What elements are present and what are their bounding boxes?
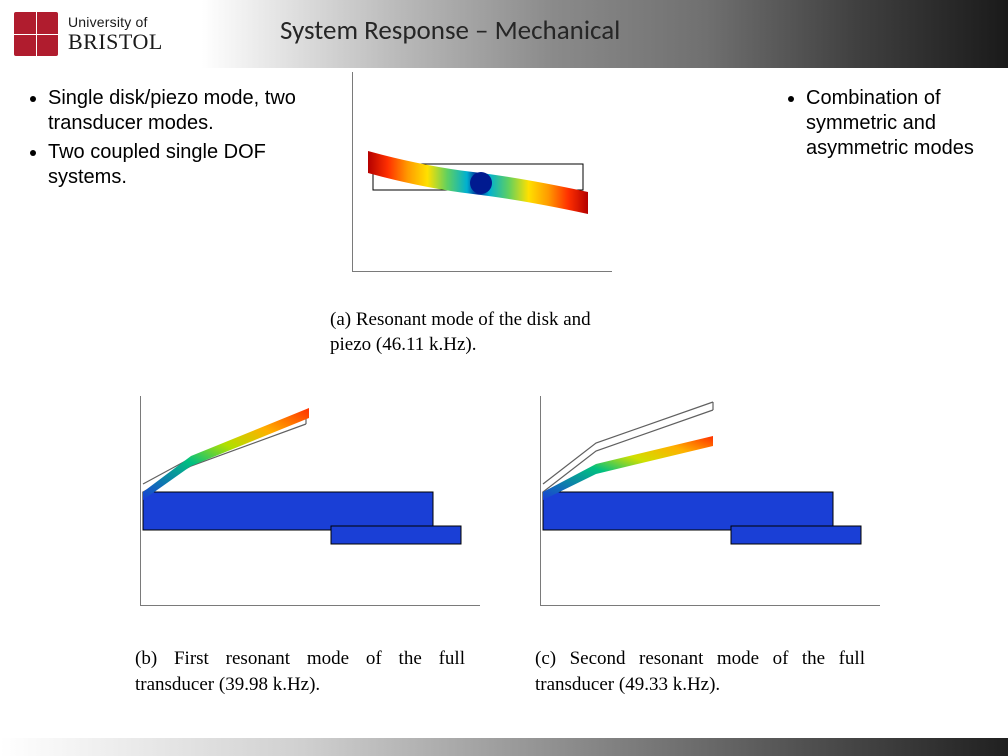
university-name: University of BRISTOL [68, 15, 163, 53]
figure-b [140, 396, 480, 606]
figure-c-caption: (c) Second resonant mode of the full tra… [535, 646, 865, 697]
figure-c-svg [541, 396, 881, 606]
university-line2: BRISTOL [68, 30, 163, 53]
slide-title: System Response – Mechanical [280, 14, 620, 47]
figure-b-axes [140, 396, 480, 606]
slide-header: University of BRISTOL System Response – … [0, 0, 1008, 68]
figure-c [540, 396, 880, 606]
list-item: Combination of symmetric and asymmetric … [806, 86, 990, 161]
left-bullet-list: Single disk/piezo mode, two transducer m… [32, 86, 302, 194]
figure-a-axes [352, 72, 612, 272]
figure-a-svg [353, 72, 613, 272]
right-bullet-list: Combination of symmetric and asymmetric … [790, 86, 990, 161]
university-logo: University of BRISTOL [0, 12, 163, 56]
list-item: Single disk/piezo mode, two transducer m… [48, 86, 302, 136]
figure-b-caption: (b) First resonant mode of the full tran… [135, 646, 465, 697]
figure-a-caption: (a) Resonant mode of the disk and piezo … [330, 308, 630, 357]
figure-a [352, 72, 612, 272]
list-item: Two coupled single DOF systems. [48, 140, 302, 190]
figure-c-axes [540, 396, 880, 606]
university-line1: University of [68, 15, 163, 30]
slide-content: Single disk/piezo mode, two transducer m… [0, 68, 1008, 738]
slide-footer [0, 738, 1008, 756]
crest-icon [14, 12, 58, 56]
figure-b-svg [141, 396, 481, 606]
